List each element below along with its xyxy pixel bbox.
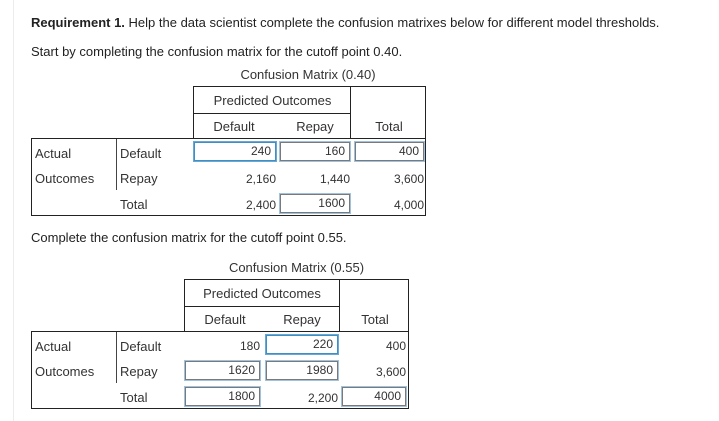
cell-total-repay: 2,200 (307, 391, 338, 405)
row-label-default: Default (120, 339, 162, 354)
grid-line (116, 139, 117, 190)
grid-line (31, 138, 426, 139)
cell-repay-repay-input[interactable]: 1980 (265, 360, 339, 381)
cell-default-default-input[interactable]: 240 (193, 141, 277, 162)
cell-repay-default-input[interactable]: 1620 (184, 360, 261, 381)
col-header-default: Default (213, 119, 255, 134)
col-header-total: Total (361, 312, 389, 327)
grid-line (31, 331, 409, 332)
cell-default-repay-input[interactable]: 160 (279, 141, 351, 162)
row-label-total: Total (120, 197, 148, 212)
cell-repay-repay: 1,440 (319, 172, 350, 186)
start-instruction: Start by completing the confusion matrix… (31, 44, 403, 59)
cell-default-default: 180 (239, 339, 260, 353)
page-left-rule (13, 0, 14, 421)
second-instruction: Complete the confusion matrix for the cu… (31, 230, 347, 245)
grid-line (350, 86, 351, 139)
row-label-repay: Repay (120, 171, 158, 186)
requirement-line: Requirement 1. Help the data scientist c… (31, 15, 659, 30)
cell-total-default-input[interactable]: 1800 (184, 386, 261, 407)
cell-default-total-input[interactable]: 400 (354, 141, 425, 162)
requirement-text: Help the data scientist complete the con… (128, 15, 660, 30)
grid-line (184, 306, 339, 307)
grid-line (31, 138, 32, 216)
col-header-default: Default (204, 312, 246, 327)
grid-line (31, 408, 409, 409)
cell-default-total: 400 (385, 339, 406, 353)
matrix-title: Confusion Matrix (0.40) (240, 67, 376, 82)
cell-repay-total: 3,600 (393, 172, 424, 186)
row-group-actual: Actual (35, 339, 72, 354)
grid-line (116, 332, 117, 383)
cell-default-repay-input[interactable]: 220 (265, 334, 339, 355)
row-group-actual: Actual (35, 146, 72, 161)
grid-line (193, 86, 426, 87)
cell-repay-default: 2,160 (245, 172, 276, 186)
grid-line (184, 279, 409, 280)
predicted-outcomes-header: Predicted Outcomes (213, 93, 332, 108)
grid-line (31, 331, 32, 409)
col-header-total: Total (375, 119, 403, 134)
grid-line (193, 86, 194, 139)
col-header-repay: Repay (296, 119, 334, 134)
grid-line (425, 86, 426, 216)
grid-line (184, 279, 185, 332)
row-group-outcomes: Outcomes (35, 364, 95, 379)
cell-repay-total: 3,600 (375, 365, 406, 379)
row-label-repay: Repay (120, 364, 158, 379)
row-label-total: Total (120, 390, 148, 405)
grid-line (193, 113, 351, 114)
row-group-outcomes: Outcomes (35, 171, 95, 186)
col-header-repay: Repay (283, 312, 321, 327)
grid-line (31, 215, 426, 216)
requirement-label: Requirement 1. (31, 15, 125, 30)
cell-total-repay-input[interactable]: 1600 (279, 193, 351, 214)
cell-total-total: 4,000 (393, 198, 424, 212)
cell-total-default: 2,400 (245, 198, 276, 212)
predicted-outcomes-header: Predicted Outcomes (203, 286, 321, 301)
row-label-default: Default (120, 146, 162, 161)
grid-line (339, 279, 340, 332)
matrix-title: Confusion Matrix (0.55) (228, 260, 365, 275)
grid-line (408, 279, 409, 409)
cell-total-total-input[interactable]: 4000 (341, 386, 407, 407)
